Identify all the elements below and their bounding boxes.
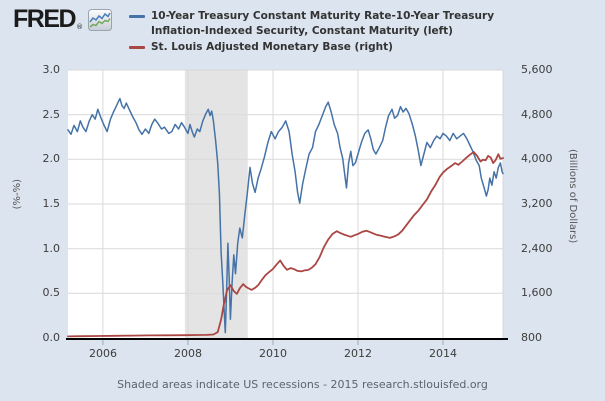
right-axis-tick-label: 800 <box>521 331 542 344</box>
left-axis-tick-label: 2.0 <box>42 152 61 165</box>
legend-label-treasury-line1: 10-Year Treasury Constant Maturity Rate-… <box>151 10 495 22</box>
left-axis-tick-label: 3.0 <box>42 63 61 76</box>
left-axis-tick-label: 0.0 <box>42 331 61 344</box>
left-axis-tick-label: 2.5 <box>42 108 61 121</box>
right-axis-tick-label: 4,800 <box>521 108 553 121</box>
legend-label-treasury: 10-Year Treasury Constant Maturity Rate-… <box>151 9 494 39</box>
left-axis-tick-label: 1.0 <box>42 242 61 255</box>
right-axis-tick-label: 2,400 <box>521 242 553 255</box>
series-blue-swatch <box>129 15 145 18</box>
right-axis-tick-label: 4,000 <box>521 152 553 165</box>
right-axis-title: (Billions of Dollars) <box>567 149 578 244</box>
legend-item-monetary-base: St. Louis Adjusted Monetary Base (right) <box>129 40 494 55</box>
right-axis-tick-label: 3,200 <box>521 197 553 210</box>
legend-item-treasury-breakeven: 10-Year Treasury Constant Maturity Rate-… <box>129 9 494 39</box>
chart-sparkline-icon <box>88 9 113 35</box>
legend: 10-Year Treasury Constant Maturity Rate-… <box>129 9 494 56</box>
left-axis-tick-label: 0.5 <box>42 286 61 299</box>
x-axis-tick-label: 2014 <box>429 347 457 360</box>
legend-label-treasury-line2: Inflation-Indexed Security, Constant Mat… <box>151 25 453 37</box>
fred-logo[interactable]: FRED ® <box>13 5 113 35</box>
right-axis-tick-label: 1,600 <box>521 286 553 299</box>
x-axis-tick-label: 2006 <box>89 347 117 360</box>
legend-label-monetary-base: St. Louis Adjusted Monetary Base (right) <box>151 41 393 53</box>
right-axis-tick-label: 5,600 <box>521 63 553 76</box>
series-red-swatch <box>129 46 145 49</box>
registered-mark-icon: ® <box>76 23 84 31</box>
footer-note: Shaded areas indicate US recessions - 20… <box>117 378 488 391</box>
fred-logo-text: FRED <box>13 5 77 33</box>
x-axis-tick-label: 2008 <box>174 347 202 360</box>
x-axis-tick-label: 2012 <box>344 347 372 360</box>
left-axis-tick-label: 1.5 <box>42 197 61 210</box>
x-axis-tick-label: 2010 <box>259 347 287 360</box>
